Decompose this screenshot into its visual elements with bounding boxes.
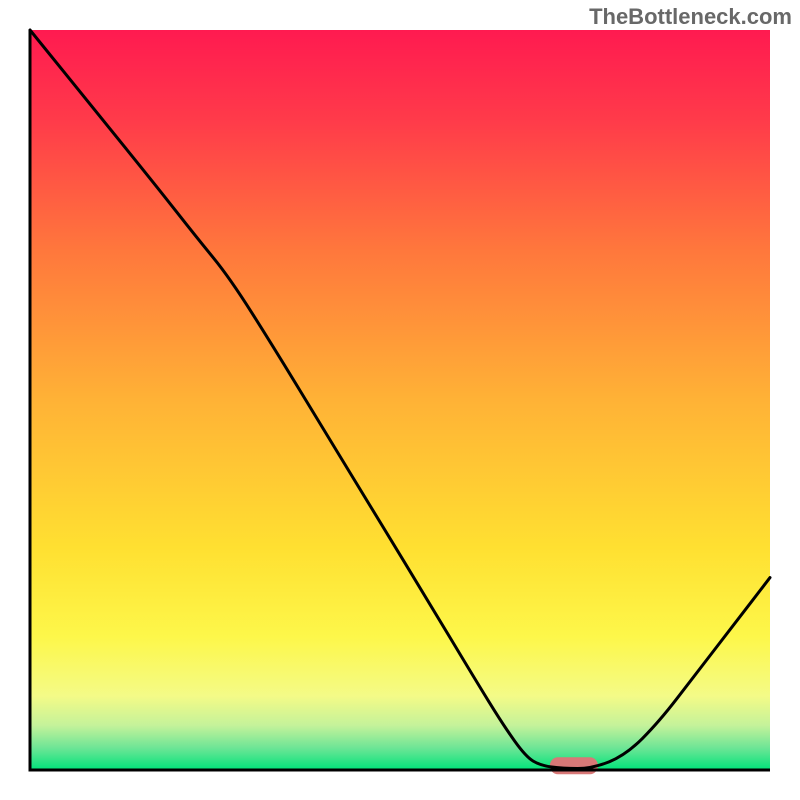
watermark-text: TheBottleneck.com [589, 4, 792, 30]
chart-background [30, 30, 770, 770]
bottleneck-chart: TheBottleneck.com [0, 0, 800, 800]
chart-svg [0, 0, 800, 800]
